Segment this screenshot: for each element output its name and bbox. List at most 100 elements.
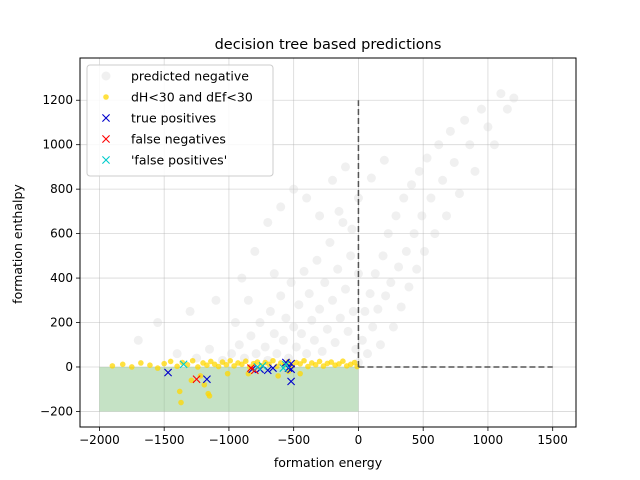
data-point: [419, 246, 429, 256]
data-point: [340, 162, 350, 172]
reference-lines: [357, 100, 553, 368]
data-point: [304, 289, 314, 299]
data-point: [138, 360, 144, 366]
data-point: [445, 126, 455, 136]
data-point: [465, 140, 475, 150]
data-point: [338, 217, 348, 227]
y-axis: −200 0 200 400 600 800 1000 1200: [40, 93, 80, 418]
data-point: [328, 295, 338, 305]
data-point: [275, 373, 281, 379]
data-point: [185, 306, 195, 316]
data-point: [328, 175, 338, 185]
data-point: [351, 359, 358, 366]
data-point: [340, 358, 346, 365]
data-point: [368, 322, 378, 332]
data-point: [270, 357, 276, 364]
y-tick-label: 800: [50, 182, 73, 196]
data-point: [167, 358, 174, 365]
data-point: [263, 217, 273, 227]
data-point: [379, 155, 389, 165]
data-point: [224, 370, 231, 377]
data-point: [426, 193, 436, 203]
legend-label: dH<30 and dEf<30: [131, 90, 253, 105]
data-point: [204, 362, 210, 369]
series-dh-30-and-def-30: [109, 357, 360, 406]
data-point: [299, 266, 309, 276]
data-point: [305, 363, 311, 370]
data-point: [239, 361, 245, 368]
y-tick-label: 200: [50, 316, 73, 330]
data-point: [378, 251, 388, 261]
data-point: [347, 224, 357, 234]
data-point: [206, 393, 213, 399]
data-point: [272, 349, 282, 359]
data-point: [172, 349, 182, 359]
data-point: [309, 335, 319, 345]
data-point: [133, 335, 143, 345]
data-point: [202, 375, 211, 384]
x-tick-label: 0: [355, 433, 363, 447]
data-point: [291, 342, 301, 352]
data-point: [147, 362, 153, 369]
data-point: [315, 211, 325, 221]
legend-marker: [102, 135, 110, 143]
data-point: [268, 364, 277, 373]
data-point: [316, 358, 323, 365]
data-point: [109, 363, 116, 369]
data-point: [246, 331, 256, 341]
data-point: [396, 302, 406, 312]
data-point: [417, 211, 427, 221]
data-point: [260, 342, 270, 352]
x-axis: −2000 −1500 −1000 −500 0 500 1000 1500: [79, 427, 568, 447]
data-point: [307, 315, 317, 325]
data-point: [227, 357, 234, 364]
data-point: [383, 229, 393, 239]
data-point: [438, 175, 448, 185]
data-point: [434, 140, 444, 150]
legend-label: 'false positives': [131, 153, 227, 168]
data-point: [153, 318, 163, 328]
data-point: [370, 269, 380, 279]
data-point: [317, 346, 327, 356]
data-point: [296, 329, 306, 339]
data-point: [251, 349, 261, 359]
data-point: [250, 246, 260, 256]
legend-marker: [101, 71, 111, 81]
legend-label: predicted negative: [131, 69, 249, 84]
data-point: [255, 318, 265, 328]
data-point: [301, 357, 307, 364]
data-point: [340, 284, 350, 294]
data-point: [174, 363, 180, 370]
data-point: [381, 291, 391, 301]
data-point: [201, 381, 208, 388]
chart-title: decision tree based predictions: [215, 37, 442, 53]
legend: predicted negative dH<30 and dEf<30 true p…: [86, 64, 274, 177]
data-point: [302, 349, 312, 359]
data-point: [281, 360, 290, 369]
data-point: [278, 335, 288, 345]
x-tick-label: −500: [277, 433, 310, 447]
data-point: [362, 349, 372, 359]
data-point: [129, 364, 135, 370]
data-point: [335, 313, 345, 323]
series-predicted-negative: [133, 89, 519, 368]
data-point: [207, 358, 214, 365]
data-point: [176, 388, 183, 395]
data-point: [119, 361, 126, 368]
data-point: [460, 115, 470, 125]
data-point: [205, 344, 215, 354]
data-point: [483, 122, 493, 132]
data-point: [246, 364, 255, 373]
data-point: [237, 273, 247, 283]
data-point: [161, 360, 167, 367]
x-tick-label: −1500: [144, 433, 185, 447]
data-point: [430, 229, 440, 239]
data-point: [231, 363, 237, 369]
data-point: [164, 368, 173, 377]
legend-label: false negatives: [131, 132, 226, 147]
data-point: [365, 289, 375, 299]
data-point: [276, 202, 286, 212]
data-point: [297, 370, 303, 377]
data-point: [281, 313, 291, 323]
y-tick-label: −200: [40, 404, 73, 418]
